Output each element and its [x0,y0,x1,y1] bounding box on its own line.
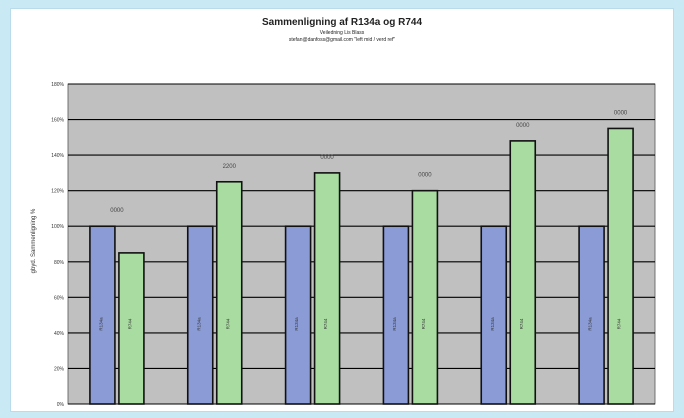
data-label: 0000 [110,208,124,214]
data-label: 0000 [516,123,530,129]
bar-series2 [607,127,634,405]
bar-series2 [509,140,537,405]
y-tick-label: 20% [54,366,65,372]
plot-area [67,83,656,405]
bar-label: R134a [490,317,495,331]
bar-label: R744 [519,318,524,329]
chart-title: Sammenligning af R134a og R744 [262,17,422,28]
y-tick-label: 100% [51,224,64,230]
bar-label: R134a [588,317,593,331]
bar-label: R744 [127,318,132,329]
bar-series1 [382,225,410,405]
bar-label: R744 [617,318,622,329]
y-tick-label: 0% [57,402,65,408]
y-tick-label: 120% [51,189,64,195]
data-label: 0000 [320,155,334,161]
y-tick-label: 180% [51,82,64,88]
bar-series1 [186,225,214,405]
bar-series1 [284,225,312,405]
bar-series2 [411,189,439,405]
data-label: 0000 [614,110,628,116]
bar-label: R744 [225,318,230,329]
bar-series2 [313,172,341,405]
y-tick-label: 160% [51,118,64,124]
y-axis-label: gbyd. Sammenligning % [31,208,37,273]
y-tick-label: 40% [54,331,65,337]
bar-label: R134a [196,317,201,331]
chart: Sammenligning af R134a og R744 Veilednin… [31,17,656,408]
bar-series1 [578,225,605,405]
bar-series2 [118,252,145,405]
chart-frame: Sammenligning af R134a og R744 Veilednin… [10,8,674,412]
bar-label: R744 [421,318,426,329]
data-label: 0000 [418,173,432,179]
chart-subtitle: Veiledning Lis Blass [320,30,365,36]
bar-label: R744 [323,318,328,329]
data-label: 2200 [223,164,237,170]
bar-series1 [480,225,508,405]
bar-series2 [215,180,243,405]
bar-label: R134a [98,317,103,331]
y-tick-label: 140% [51,153,64,159]
chart-subtitle-2: stefan@danfoss@gmail.com "left mid / ver… [289,37,395,43]
bar-series1 [89,225,116,405]
y-tick-label: 80% [54,260,65,266]
bar-label: R134a [392,317,397,331]
bar-label: R134a [294,317,299,331]
y-tick-label: 60% [54,295,65,301]
